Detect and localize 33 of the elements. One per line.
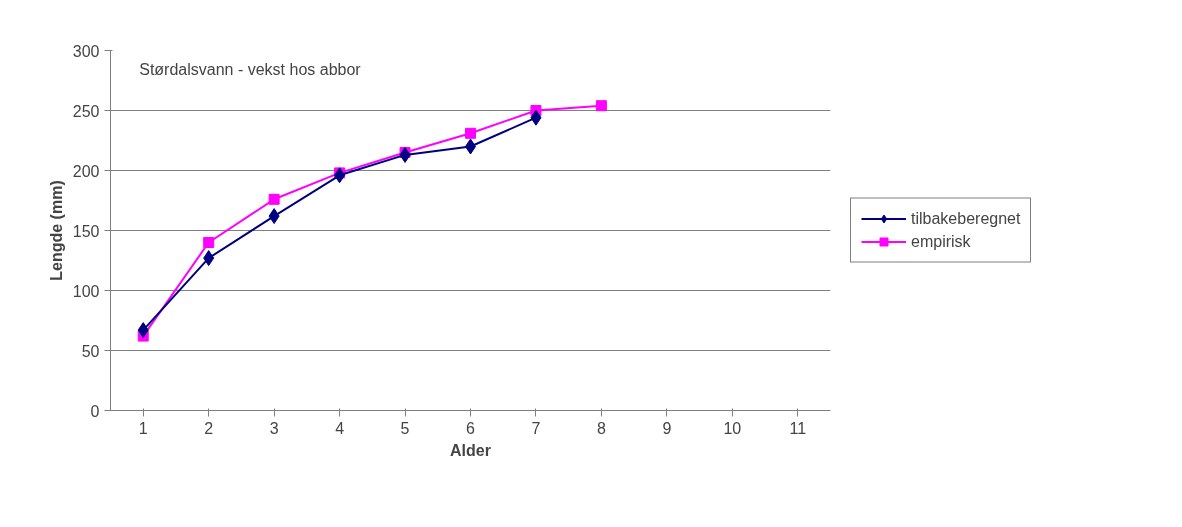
x-axis-title: Alder bbox=[450, 441, 491, 459]
y-tick-label: 300 bbox=[72, 42, 100, 60]
x-tick-label: 3 bbox=[269, 419, 279, 437]
point bbox=[268, 193, 280, 205]
y-tick-label: 150 bbox=[72, 222, 100, 240]
y-tick-label: 250 bbox=[72, 102, 100, 120]
point bbox=[137, 322, 149, 339]
point bbox=[268, 208, 280, 225]
y-tick-label: 100 bbox=[72, 282, 100, 300]
legend-label: tilbakeberegnet bbox=[911, 209, 1021, 228]
x-tick-label: 5 bbox=[400, 419, 410, 437]
point bbox=[203, 237, 215, 248]
y-tick-label: 200 bbox=[72, 162, 100, 180]
point bbox=[595, 100, 607, 112]
y-tick-label: 0 bbox=[90, 402, 100, 420]
legend-label: empirisk bbox=[911, 232, 971, 251]
x-tick-label: 1 bbox=[138, 419, 148, 437]
x-tick-label: 9 bbox=[662, 419, 672, 437]
x-tick-label: 10 bbox=[723, 419, 742, 437]
text: Størdalsvann - vekst hos abbor bbox=[139, 61, 362, 79]
point bbox=[334, 167, 346, 184]
x-tick-label: 4 bbox=[335, 419, 345, 437]
y-tick-label: 50 bbox=[81, 342, 100, 360]
point bbox=[399, 146, 411, 163]
x-tick-label: 2 bbox=[204, 419, 214, 437]
x-tick-label: 7 bbox=[531, 419, 541, 437]
x-tick-label: 6 bbox=[466, 419, 476, 437]
point bbox=[465, 127, 476, 139]
x-tick-label: 8 bbox=[596, 419, 606, 437]
y-axis-title: Lengde (mm) bbox=[47, 180, 65, 281]
point bbox=[203, 250, 215, 267]
point bbox=[530, 109, 542, 126]
x-tick-label: 11 bbox=[789, 419, 807, 437]
